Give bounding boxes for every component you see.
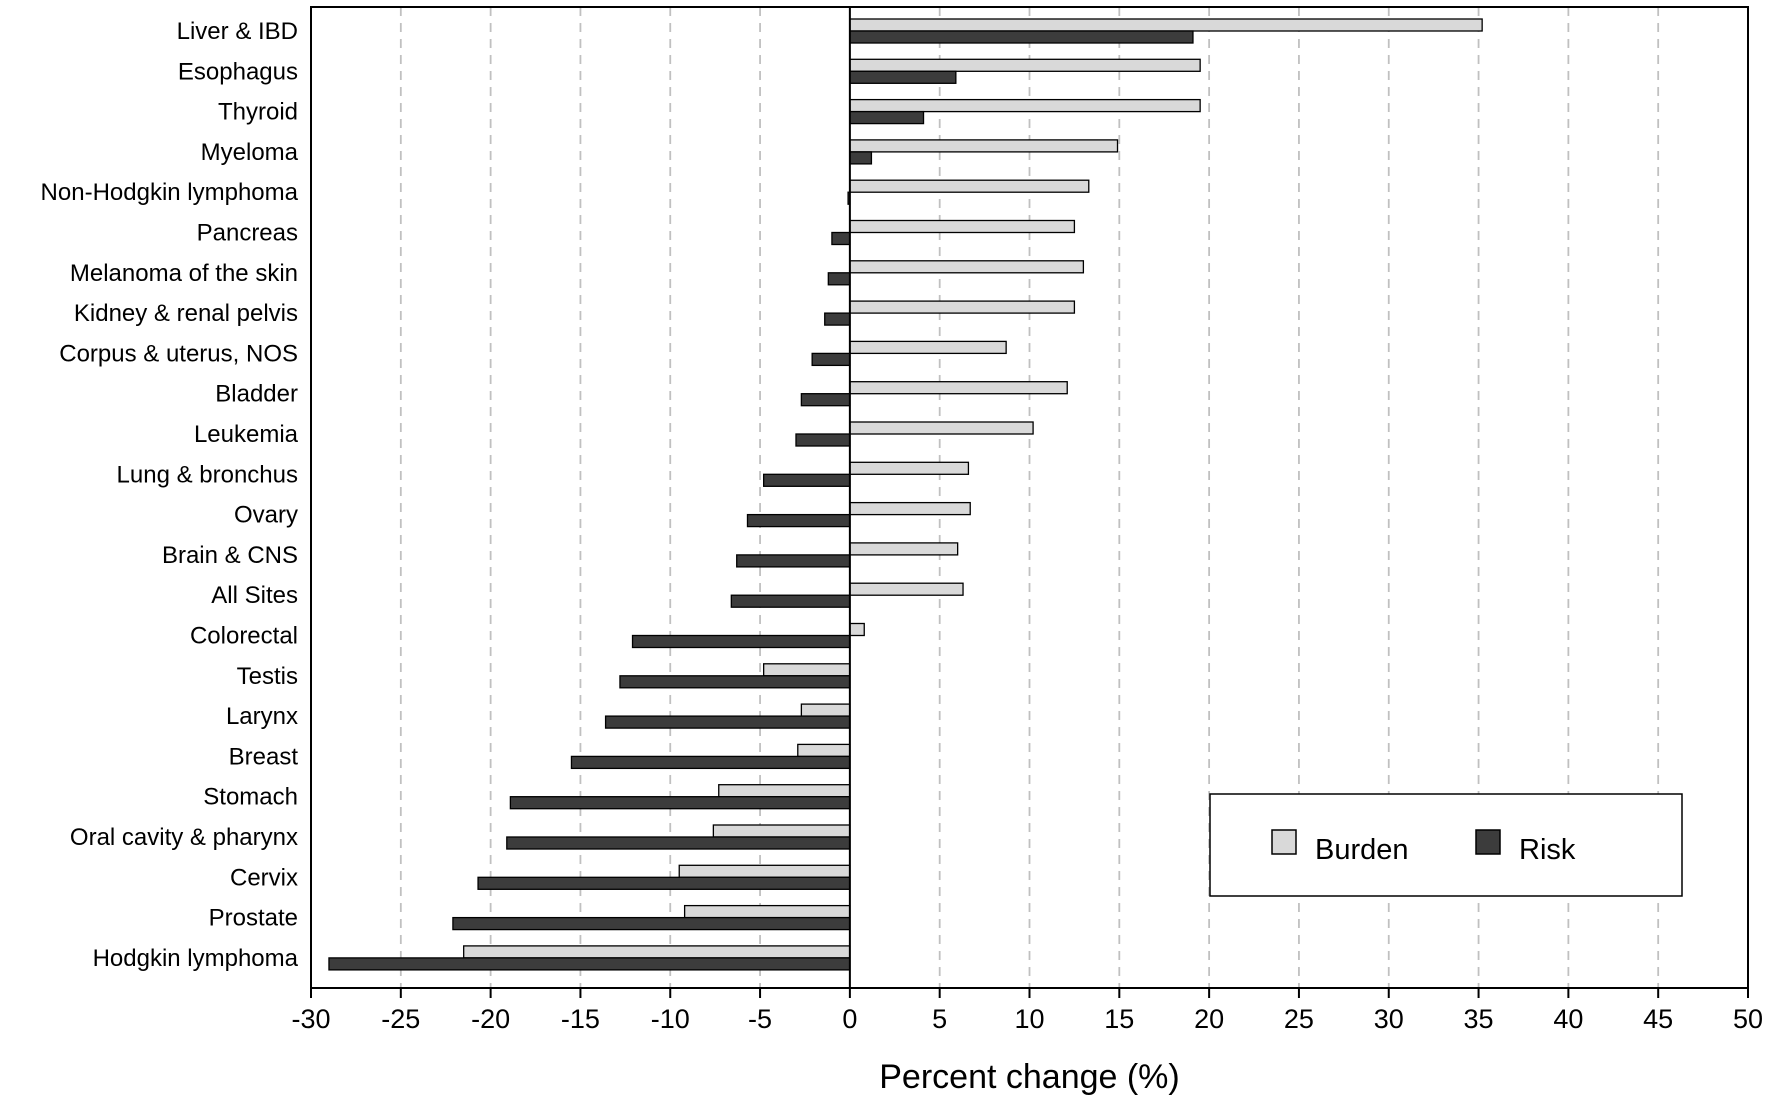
bar-burden — [849, 300, 1076, 314]
bar-burden — [712, 824, 851, 838]
bar-risk — [736, 554, 851, 568]
x-tick-label: 15 — [1104, 1004, 1134, 1034]
bar-risk — [509, 796, 851, 810]
bar-burden — [849, 542, 959, 556]
bar-burden — [849, 501, 971, 516]
bar-risk — [849, 30, 1194, 44]
bar-burden — [849, 18, 1483, 32]
bar-burden — [849, 179, 1090, 193]
category-label: Oral cavity & pharynx — [70, 824, 298, 851]
bar-risk — [849, 151, 873, 165]
x-tick-label: -15 — [561, 1004, 600, 1034]
bar-burden — [800, 703, 851, 717]
category-label: Prostate — [209, 905, 298, 932]
bar-burden — [797, 743, 851, 758]
x-tick-label: 40 — [1553, 1004, 1583, 1034]
legend: Burden Risk — [1209, 793, 1683, 897]
bar-burden — [678, 864, 851, 878]
bars-layer — [328, 18, 1483, 971]
bar-risk — [849, 110, 925, 125]
bar-burden — [849, 421, 1034, 435]
category-label: Colorectal — [190, 623, 298, 650]
bar-risk — [631, 634, 851, 649]
bar-risk — [730, 594, 851, 608]
category-label: Liver & IBD — [177, 18, 298, 45]
x-tick-label: 45 — [1643, 1004, 1673, 1034]
bar-burden — [763, 663, 851, 677]
category-label: Brain & CNS — [162, 542, 298, 569]
x-tick-label: 30 — [1374, 1004, 1404, 1034]
x-tick-label: 25 — [1284, 1004, 1314, 1034]
bar-burden — [849, 98, 1201, 113]
bar-risk — [831, 231, 851, 246]
x-tick-label: 10 — [1014, 1004, 1044, 1034]
bar-risk — [827, 272, 851, 286]
category-label: Bladder — [215, 381, 298, 408]
bar-burden — [849, 139, 1119, 153]
x-tick-label: -30 — [291, 1004, 330, 1034]
x-tick-label: 20 — [1194, 1004, 1224, 1034]
bar-burden — [849, 58, 1201, 72]
bar-risk — [477, 876, 851, 890]
x-tick-label: 5 — [932, 1004, 947, 1034]
category-label: Stomach — [203, 784, 298, 811]
bar-burden — [849, 340, 1007, 355]
category-label: Thyroid — [218, 99, 298, 126]
category-label: Myeloma — [201, 139, 299, 166]
x-tick-label: 0 — [842, 1004, 857, 1034]
bar-burden — [683, 904, 851, 919]
labels-layer: Liver & IBD Esophagus Thyroid Myeloma Non-Ho… — [41, 18, 1763, 1034]
bar-risk — [800, 393, 851, 407]
category-label: Pancreas — [197, 220, 298, 247]
x-tick-label: -20 — [471, 1004, 510, 1034]
category-label: Ovary — [234, 502, 298, 529]
legend-label-burden: Burden — [1315, 834, 1409, 866]
category-label: Larynx — [226, 703, 298, 730]
x-tick-label: 35 — [1464, 1004, 1494, 1034]
x-tick-label: -10 — [651, 1004, 690, 1034]
category-label: Melanoma of the skin — [70, 260, 298, 287]
legend-swatch-risk — [1475, 829, 1501, 855]
category-label: Hodgkin lymphoma — [93, 945, 299, 972]
bar-risk — [570, 755, 851, 770]
bar-risk — [795, 433, 851, 447]
category-label: All Sites — [211, 582, 298, 609]
category-label: Kidney & renal pelvis — [74, 300, 298, 327]
category-label: Cervix — [230, 864, 298, 891]
bar-risk — [824, 312, 851, 326]
bar-burden — [849, 381, 1068, 395]
category-label: Lung & bronchus — [117, 461, 298, 488]
legend-swatch-burden — [1271, 829, 1297, 855]
x-tick-label: 50 — [1733, 1004, 1763, 1034]
category-label: Non-Hodgkin lymphoma — [41, 179, 299, 206]
category-label: Leukemia — [194, 421, 299, 448]
bar-risk — [811, 352, 851, 367]
bar-burden — [849, 461, 970, 475]
axis-layer — [310, 6, 1749, 998]
bar-burden — [849, 260, 1085, 274]
bar-burden — [849, 582, 964, 596]
bar-risk — [506, 836, 851, 850]
legend-label-risk: Risk — [1519, 834, 1576, 866]
bar-burden — [849, 219, 1076, 234]
bar-risk — [604, 715, 851, 729]
bar-risk — [849, 70, 957, 84]
x-axis-title: Percent change (%) — [879, 1058, 1180, 1096]
x-tick-label: -5 — [748, 1004, 772, 1034]
bar-burden — [463, 945, 851, 959]
bar-risk — [763, 473, 851, 487]
category-label: Esophagus — [178, 58, 298, 85]
category-label: Breast — [229, 743, 299, 770]
bar-risk — [619, 675, 851, 689]
bar-risk — [746, 513, 851, 528]
category-label: Testis — [237, 663, 298, 690]
bar-risk — [452, 916, 851, 931]
bar-risk — [328, 957, 851, 971]
category-label: Corpus & uterus, NOS — [59, 340, 298, 367]
bar-burden — [718, 784, 851, 798]
x-tick-label: -25 — [381, 1004, 420, 1034]
bar-burden — [849, 622, 865, 637]
